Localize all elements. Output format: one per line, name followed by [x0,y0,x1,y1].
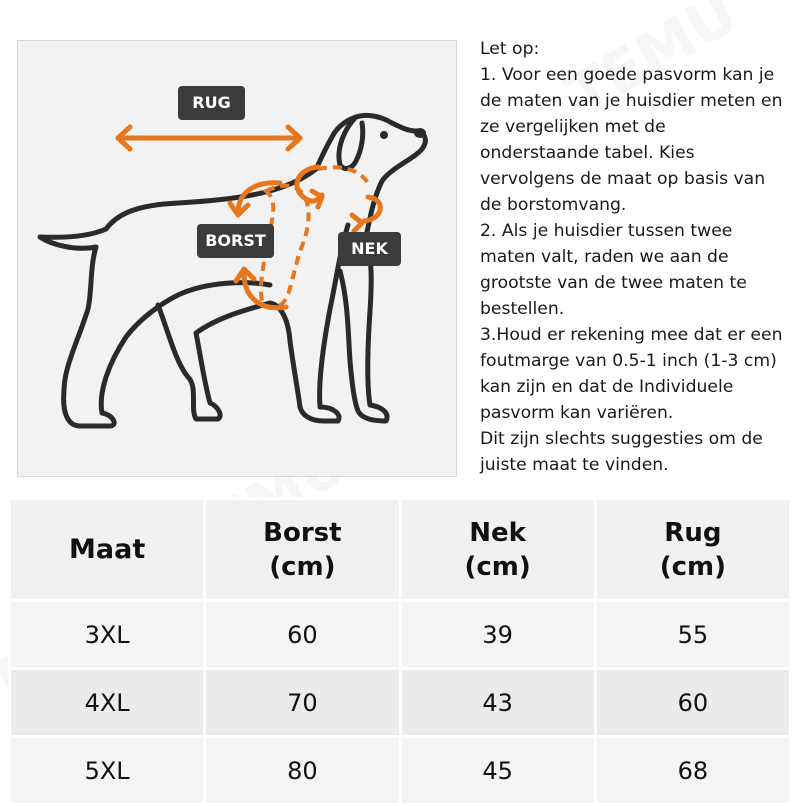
notes-line: bestellen. [480,299,565,319]
borst-dashed-loop [258,183,311,310]
borst-arrows [227,180,289,311]
notes-line: ze vergelijken met de [480,117,666,137]
cell-nek: 43 [398,667,597,738]
notes-line: 2. Als je huisdier tussen twee [480,221,733,241]
notes-line: kan zijn en dat de Individuele [480,377,734,397]
notes-line: de borstomvang. [480,195,627,215]
dog-outline [37,112,428,429]
dog-measurement-figure: RUG BORST NEK [17,40,457,477]
cell-rug: 68 [593,735,793,806]
cell-rug: 55 [593,599,793,670]
cell-size: 3XL [7,599,207,670]
notes-line: vervolgens de maat op basis van [480,169,766,189]
notes-line: 3.Houd er rekening mee dat er een [480,325,783,345]
notes-line: pasvorm kan variëren. [480,403,674,423]
table-row: 3XL 60 39 55 [7,599,793,670]
table-row: 4XL 70 43 60 [7,667,793,738]
notes-line: de maten van je huisdier meten en [480,91,783,111]
notes-line: onderstaande tabel. Kies [480,143,695,163]
size-table: Maat Borst (cm) Nek (cm) Rug (cm) 3XL 60… [7,497,793,806]
header-nek: Nek (cm) [398,497,597,602]
cell-borst: 80 [203,735,402,806]
fit-notes: Let op: 1. Voor een goede pasvorm kan je… [480,36,796,478]
nek-dashed-loop [317,165,370,185]
cell-size: 4XL [7,667,207,738]
notes-line: juiste maat te vinden. [480,455,669,475]
notes-line: Dit zijn slechts suggesties om de [480,429,763,449]
table-header-row: Maat Borst (cm) Nek (cm) Rug (cm) [7,497,793,602]
notes-line: maten valt, raden we aan de [480,247,729,267]
nose [414,128,426,138]
rug-arrow [115,124,303,152]
nek-arrows [294,164,383,234]
notes-line: Let op: [480,39,540,59]
header-maat: Maat [7,497,207,602]
header-borst: Borst (cm) [203,497,402,602]
cell-rug: 60 [593,667,793,738]
dog-illustration [37,112,428,429]
notes-line: foutmarge van 0.5-1 inch (1-3 cm) [480,351,777,371]
notes-line: 1. Voor een goede pasvorm kan je [480,65,775,85]
cell-nek: 39 [398,599,597,670]
cell-borst: 60 [203,599,402,670]
rug-label: RUG [178,86,245,120]
notes-line: grootste van de twee maten te [480,273,747,293]
header-rug: Rug (cm) [593,497,793,602]
cell-borst: 70 [203,667,402,738]
eye [380,131,388,139]
cell-size: 5XL [7,735,207,806]
borst-label: BORST [197,224,274,258]
table-row: 5XL 80 45 68 [7,735,793,806]
cell-nek: 45 [398,735,597,806]
nek-label: NEK [338,232,401,266]
